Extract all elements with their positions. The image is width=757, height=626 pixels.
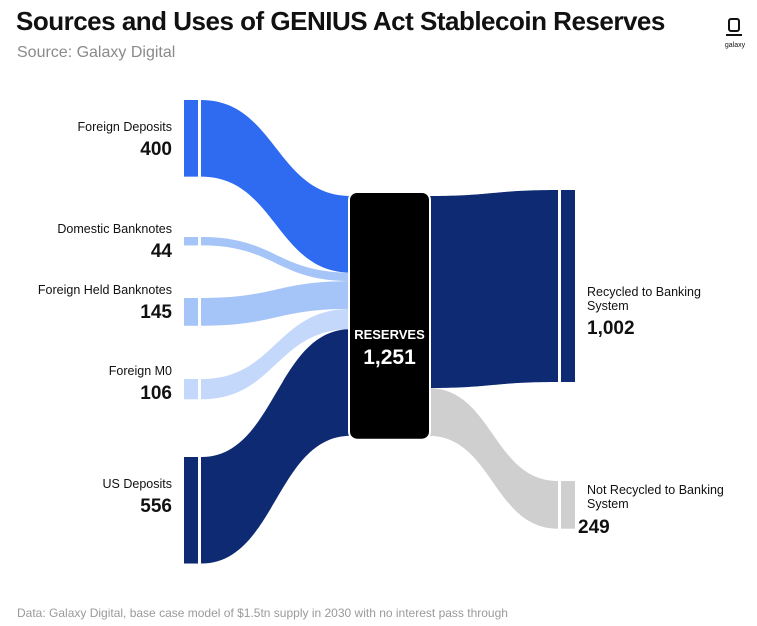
source-value-us-deposits: 556: [140, 496, 172, 517]
use-label-recycled-to-banking-system-line-1: Recycled to Banking: [587, 285, 701, 299]
galaxy-logo-icon: [726, 18, 742, 36]
center-node-reserves: [348, 191, 431, 441]
source-value-foreign-deposits: 400: [140, 139, 172, 160]
source-bar-domestic-banknotes: [184, 237, 198, 246]
use-bar-not-recycled-to-banking-system: [561, 481, 575, 529]
source-bar-us-deposits: [184, 457, 198, 564]
flow-foreign-held-banknotes: [201, 281, 351, 326]
galaxy-logo: galaxy: [720, 18, 750, 58]
chart-subtitle: Source: Galaxy Digital: [17, 44, 176, 61]
source-label-domestic-banknotes: Domestic Banknotes: [57, 222, 172, 236]
source-value-foreign-held-banknotes: 145: [140, 302, 172, 323]
flow-not-recycled-to-banking-system: [428, 387, 558, 529]
center-node-label: RESERVES: [354, 327, 425, 342]
use-value-not-recycled-to-banking-system: 249: [578, 517, 610, 538]
use-value-recycled-to-banking-system: 1,002: [587, 318, 635, 339]
center-node-value: 1,251: [363, 346, 416, 369]
chart-title: Sources and Uses of GENIUS Act Stablecoi…: [16, 6, 665, 36]
source-bar-foreign-deposits: [184, 100, 198, 177]
flow-recycled-to-banking-system: [428, 190, 558, 388]
galaxy-logo-text: galaxy: [724, 42, 746, 49]
flow-foreign-deposits: [201, 100, 351, 273]
source-label-us-deposits: US Deposits: [103, 477, 172, 491]
flow-us-deposits: [201, 329, 351, 564]
use-label-not-recycled-to-banking-system-line-1: Not Recycled to Banking: [587, 483, 724, 497]
source-label-foreign-held-banknotes: Foreign Held Banknotes: [38, 283, 172, 297]
flow-foreign-m0: [201, 308, 351, 400]
source-label-foreign-deposits: Foreign Deposits: [78, 120, 173, 134]
use-bar-recycled-to-banking-system: [561, 190, 575, 382]
flow-domestic-banknotes: [201, 237, 351, 282]
use-label-not-recycled-to-banking-system-line-2: System: [587, 497, 629, 511]
source-label-foreign-m0: Foreign M0: [109, 364, 172, 378]
use-label-recycled-to-banking-system-line-2: System: [587, 299, 629, 313]
source-bar-foreign-m0: [184, 379, 198, 400]
source-value-foreign-m0: 106: [140, 383, 172, 404]
footnote: Data: Galaxy Digital, base case model of…: [17, 606, 508, 620]
source-bar-foreign-held-banknotes: [184, 298, 198, 326]
source-value-domestic-banknotes: 44: [151, 241, 173, 262]
